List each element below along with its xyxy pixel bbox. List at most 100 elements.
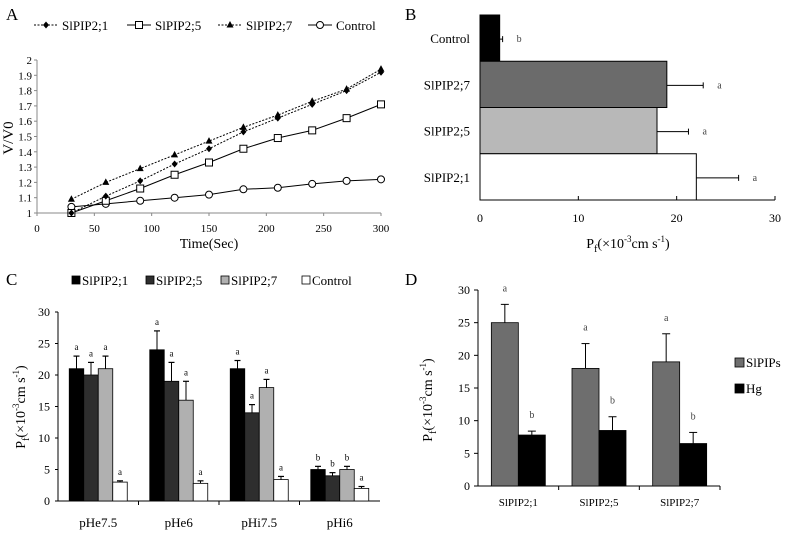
data-point-diamond — [102, 192, 109, 200]
x-tick-label: 30 — [769, 211, 781, 225]
y-tick-label: 1.2 — [18, 177, 32, 189]
data-point-square — [136, 184, 145, 193]
y-tick-label: 1.6 — [18, 116, 32, 128]
legend-label: SlPIP2;1 — [62, 18, 108, 33]
y-tick-label: 30 — [458, 283, 470, 297]
axis-title-part: f — [594, 244, 598, 255]
axis-title-part: -3 — [418, 396, 428, 404]
y-tick-label: 1.8 — [18, 86, 32, 98]
series-line — [71, 71, 382, 214]
y-tick-label: 1.5 — [18, 132, 32, 144]
y-tick-label: 15 — [38, 400, 50, 414]
category-label: SlPIP2;1 — [499, 497, 538, 509]
significance-label: a — [104, 342, 108, 352]
x-tick-label: 100 — [143, 223, 160, 235]
legend-swatch — [734, 383, 745, 394]
bar — [192, 482, 209, 502]
significance-label: b — [316, 452, 321, 462]
bar — [310, 469, 326, 502]
legend-swatch — [301, 275, 311, 285]
axis-title-part: P — [421, 434, 436, 442]
category-label: SlPIP2;5 — [579, 497, 619, 509]
panel-label-d: D — [405, 270, 417, 289]
axis-title-part: P — [14, 441, 29, 449]
y-tick-label: 25 — [458, 316, 470, 330]
series-slpip2-5 — [67, 100, 385, 217]
y-tick-label: 1.4 — [18, 147, 32, 159]
bar-group: a SlPIP2;5 — [424, 107, 707, 155]
significance-label: a — [184, 367, 188, 377]
y-tick-label: 0 — [44, 494, 50, 508]
data-point-triangle — [308, 97, 316, 104]
data-point-circle — [377, 175, 385, 184]
data-point-circle — [308, 179, 317, 188]
significance-label: a — [279, 462, 283, 472]
series-line — [71, 178, 382, 208]
bar — [229, 368, 246, 502]
bar — [273, 479, 289, 502]
bar — [149, 349, 165, 502]
bar — [479, 60, 668, 108]
category-label: Control — [430, 31, 470, 46]
significance-label: b — [691, 411, 696, 422]
bar — [353, 487, 370, 502]
data-point-triangle — [377, 65, 385, 72]
legend-label: SlPIP2;7 — [231, 273, 278, 288]
axis-title-part: (×10 — [421, 404, 436, 431]
y-tick-label: 1 — [27, 208, 33, 220]
series-line — [71, 103, 382, 214]
panel-d: D 0 5 10 15 20 25 30 a b SlPIP2;1 a b SlPIP2;5 a b SlPIP… — [405, 270, 781, 509]
category-group: a b SlPIP2;1 — [490, 283, 546, 509]
y-tick-label: 30 — [38, 305, 50, 319]
bar — [258, 387, 275, 502]
axis-title-part: cm s — [421, 370, 436, 396]
y-tick-label: 15 — [458, 381, 470, 395]
axis-title-part: ) — [421, 358, 436, 363]
significance-label: a — [75, 342, 79, 352]
y-tick-label: 20 — [458, 348, 470, 362]
bar — [324, 475, 341, 502]
significance-label: b — [345, 452, 350, 462]
data-point-diamond — [68, 209, 75, 217]
category-label: SlPIP2;7 — [424, 77, 471, 92]
data-point-square — [342, 114, 351, 123]
axis-title-part: -3 — [11, 403, 21, 411]
legend-label: SlPIPs — [746, 355, 781, 370]
bar — [598, 430, 627, 487]
series-line — [71, 68, 382, 200]
data-point-triangle — [343, 85, 351, 92]
data-point-circle — [316, 21, 324, 29]
data-point-circle — [170, 193, 179, 202]
series-control — [67, 175, 385, 211]
legend-swatch — [734, 357, 745, 368]
legend-swatch — [220, 275, 230, 285]
significance-label: a — [236, 347, 240, 357]
y-tick-label: 0 — [464, 479, 470, 493]
significance-label: a — [199, 467, 203, 477]
data-point-circle — [273, 183, 282, 192]
panel-label-a: A — [6, 5, 19, 24]
y-tick-label: 1.7 — [18, 101, 32, 113]
data-point-square — [239, 144, 248, 153]
panel-label-c: C — [6, 270, 17, 289]
significance-label: a — [664, 313, 669, 324]
axis-title-part: -1 — [11, 370, 21, 378]
category-label: pHi6 — [327, 515, 354, 530]
legend-label: Control — [312, 273, 352, 288]
legend-swatch — [145, 275, 155, 285]
category-group: a a a a pHi7.5 — [229, 347, 289, 530]
y-tick-label: 20 — [38, 368, 50, 382]
bar — [479, 14, 501, 62]
panel-c: C051015202530aaaapHe7.5aaaapHe6aaaapHi7.… — [6, 270, 380, 530]
data-point-square — [205, 158, 213, 167]
bar — [112, 481, 128, 502]
bar — [178, 399, 194, 502]
y-tick-label: 1.3 — [18, 162, 32, 174]
x-tick-label: 0 — [477, 211, 483, 225]
data-point-diamond — [137, 177, 144, 185]
x-axis-title: Pf(×10-3cm s-1) — [586, 234, 670, 255]
axis-title-part: P — [586, 237, 594, 252]
category-group: a b SlPIP2;5 — [571, 323, 627, 509]
